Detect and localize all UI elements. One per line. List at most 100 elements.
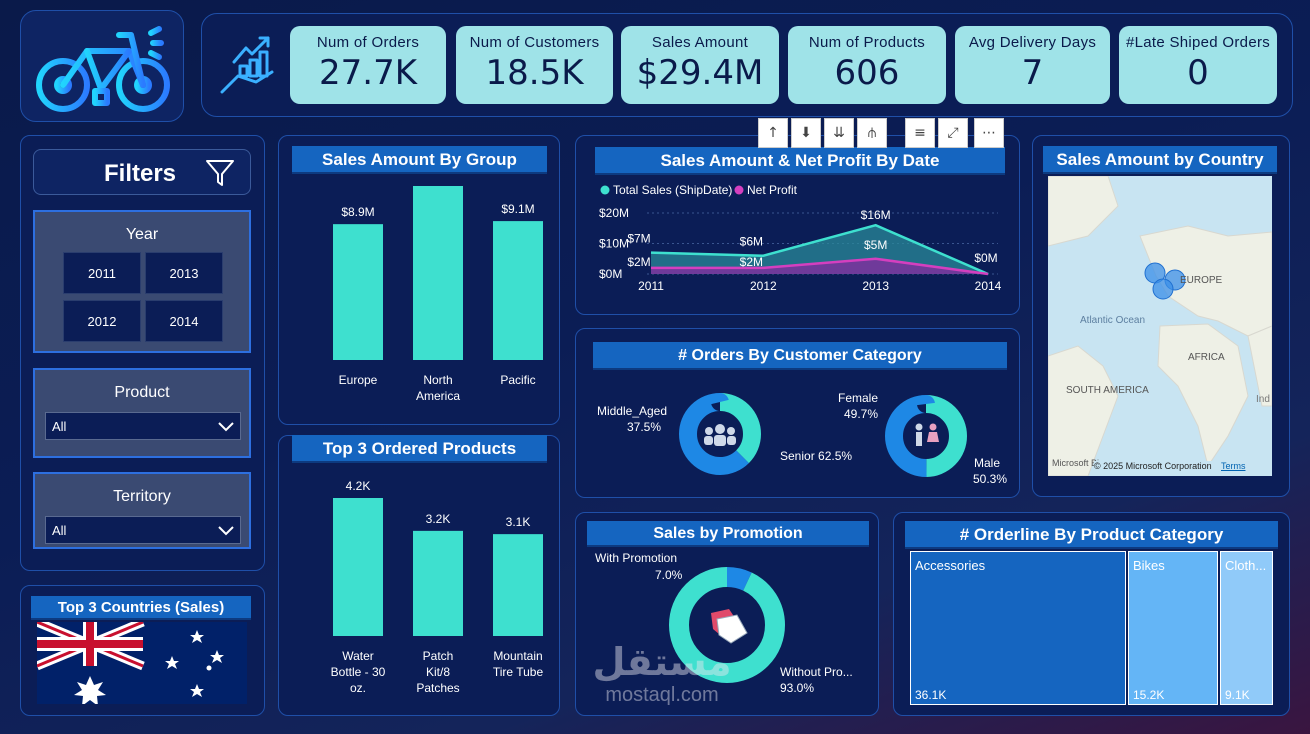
more-options-button[interactable]: ⋯ xyxy=(974,118,1004,148)
year-option-2011[interactable]: 2011 xyxy=(63,252,141,294)
y-tick-label: $20M xyxy=(599,206,629,220)
group-data-label: $11.4M xyxy=(418,180,457,181)
gender-a-pct: 49.7% xyxy=(844,407,878,421)
date-line-chart: Total Sales (ShipDate) Net Profit $20M $10M… xyxy=(599,183,1002,293)
sales-data-label: $6M xyxy=(740,235,763,249)
group-category-label: Europe xyxy=(339,373,378,387)
filter-icon[interactable] xyxy=(204,157,236,189)
gender-a-label: Female xyxy=(838,391,878,405)
treemap-tile-value: 36.1K xyxy=(915,688,947,702)
kpi-value: 0 xyxy=(1187,53,1209,93)
logo-panel xyxy=(20,10,184,122)
product-category-label: Kit/8 xyxy=(426,665,450,679)
orderline-treemap: Accessories 36.1K Bikes 15.2K Cloth... 9.1K xyxy=(910,551,1274,705)
product-data-label: 3.1K xyxy=(506,515,531,529)
promo-without-pct: 93.0% xyxy=(780,681,814,695)
group-bar-chart: $8.9M Europe $11.4M North America $9.1M Pacifi… xyxy=(333,180,543,403)
world-map xyxy=(1048,176,1272,476)
drill-up-button[interactable]: ↑ xyxy=(758,118,788,148)
kpi-value: 27.7K xyxy=(319,53,417,93)
product-category-label: oz. xyxy=(350,681,366,695)
kpi-num-orders: Num of Orders 27.7K xyxy=(290,26,446,104)
map-terms-link[interactable]: Terms xyxy=(1221,461,1246,471)
group-bar[interactable] xyxy=(413,186,463,360)
sales-data-label: $7M xyxy=(627,232,650,246)
product-dropdown[interactable]: All xyxy=(45,412,241,440)
product-data-label: 3.2K xyxy=(426,512,451,526)
promo-with-pct: 7.0% xyxy=(655,568,683,582)
kpi-value: 7 xyxy=(1021,53,1044,93)
product-bar[interactable] xyxy=(333,498,383,636)
y-tick-label: $0M xyxy=(599,267,622,281)
gender-slice[interactable] xyxy=(885,395,967,477)
product-dropdown-value: All xyxy=(52,419,67,434)
year-option-2013[interactable]: 2013 xyxy=(145,252,223,294)
map-label-africa: AFRICA xyxy=(1188,352,1225,363)
legend-sales-label: Total Sales (ShipDate) xyxy=(613,183,732,197)
map-label-south-america: SOUTH AMERICA xyxy=(1066,385,1149,396)
filters-title: Filters xyxy=(104,160,177,187)
date-chart-title: Sales Amount & Net Profit By Date xyxy=(595,147,1005,175)
territory-slicer-title: Territory xyxy=(113,488,171,505)
year-option-2012[interactable]: 2012 xyxy=(63,300,141,342)
drill-down-button[interactable]: ⬇ xyxy=(791,118,821,148)
product-category-label: Tire Tube xyxy=(493,665,544,679)
group-bar[interactable] xyxy=(493,221,543,360)
group-bar[interactable] xyxy=(333,224,383,360)
profit-area xyxy=(651,258,988,274)
year-option-2014[interactable]: 2014 xyxy=(145,300,223,342)
promotion-title: Sales by Promotion xyxy=(587,521,869,547)
product-category-label: Bottle - 30 xyxy=(331,665,386,679)
watermark-arabic: مستقل xyxy=(592,640,732,684)
treemap-tile-value: 9.1K xyxy=(1225,688,1250,702)
territory-slicer: Territory All xyxy=(33,472,251,549)
kpi-label: Avg Delivery Days xyxy=(968,34,1097,51)
treemap-tile[interactable]: Cloth... 9.1K xyxy=(1220,551,1273,705)
treemap-tile-name: Cloth... xyxy=(1225,558,1267,573)
age-b-label: Senior 62.5% xyxy=(780,449,852,463)
legend-profit-label: Net Profit xyxy=(747,183,798,197)
product-category-label: Mountain xyxy=(493,649,542,663)
group-chart-title: Sales Amount By Group xyxy=(292,146,547,174)
treemap-tile[interactable]: Accessories 36.1K xyxy=(910,551,1126,705)
sales-data-label: $0M xyxy=(974,251,997,265)
map-view[interactable]: EUROPE Atlantic Ocean AFRICA SOUTH AMERI… xyxy=(1048,176,1272,476)
sales-line[interactable] xyxy=(650,223,989,276)
expand-level-button[interactable]: ⇊ xyxy=(824,118,854,148)
product-bar[interactable] xyxy=(493,534,543,636)
treemap-tile-name: Accessories xyxy=(915,558,986,573)
growth-hand-icon xyxy=(220,36,274,94)
promo-slice[interactable] xyxy=(669,567,785,683)
products-bar-chart: 4.2K Water Bottle - 30 oz. 3.2K Patch Kit/8 Pat… xyxy=(331,479,544,695)
filter-visual-button[interactable]: ≡ xyxy=(905,118,935,148)
map-brand: Microsoft Bing xyxy=(1052,458,1110,468)
product-bar[interactable] xyxy=(413,530,463,636)
filters-header: Filters xyxy=(33,149,251,195)
age-slice[interactable] xyxy=(679,393,761,475)
treemap-tile-name: Bikes xyxy=(1133,558,1165,573)
sales-data-label: $16M xyxy=(861,208,891,222)
profit-data-label: $2M xyxy=(740,255,763,269)
territory-dropdown[interactable]: All xyxy=(45,516,241,544)
australia-flag-icon xyxy=(37,622,247,704)
kpi-label: Sales Amount xyxy=(651,34,749,51)
product-category-label: Patch xyxy=(423,649,454,663)
chevron-down-icon xyxy=(218,526,234,536)
treemap-tile[interactable]: Bikes 15.2K xyxy=(1128,551,1218,705)
promo-without-label: Without Pro... xyxy=(780,665,853,679)
profit-line[interactable] xyxy=(651,257,989,276)
top-products-title: Top 3 Ordered Products xyxy=(292,435,547,463)
chevron-down-icon xyxy=(218,422,234,432)
expand-hierarchy-button[interactable]: ⫛ xyxy=(857,118,887,148)
gender-b-pct: 50.3% xyxy=(973,472,1007,486)
kpi-late-orders: #Late Shiped Orders 0 xyxy=(1119,26,1277,104)
customer-category-title: # Orders By Customer Category xyxy=(593,342,1007,370)
kpi-value: 18.5K xyxy=(485,53,584,93)
focus-mode-button[interactable]: ⤢ xyxy=(938,118,968,148)
profit-data-label: $2M xyxy=(627,255,650,269)
legend-profit-marker xyxy=(734,185,744,195)
x-tick-label: 2011 xyxy=(638,279,664,293)
gender-b-label: Male xyxy=(974,456,1000,470)
kpi-value: $29.4M xyxy=(636,53,764,93)
product-slicer: Product All xyxy=(33,368,251,458)
